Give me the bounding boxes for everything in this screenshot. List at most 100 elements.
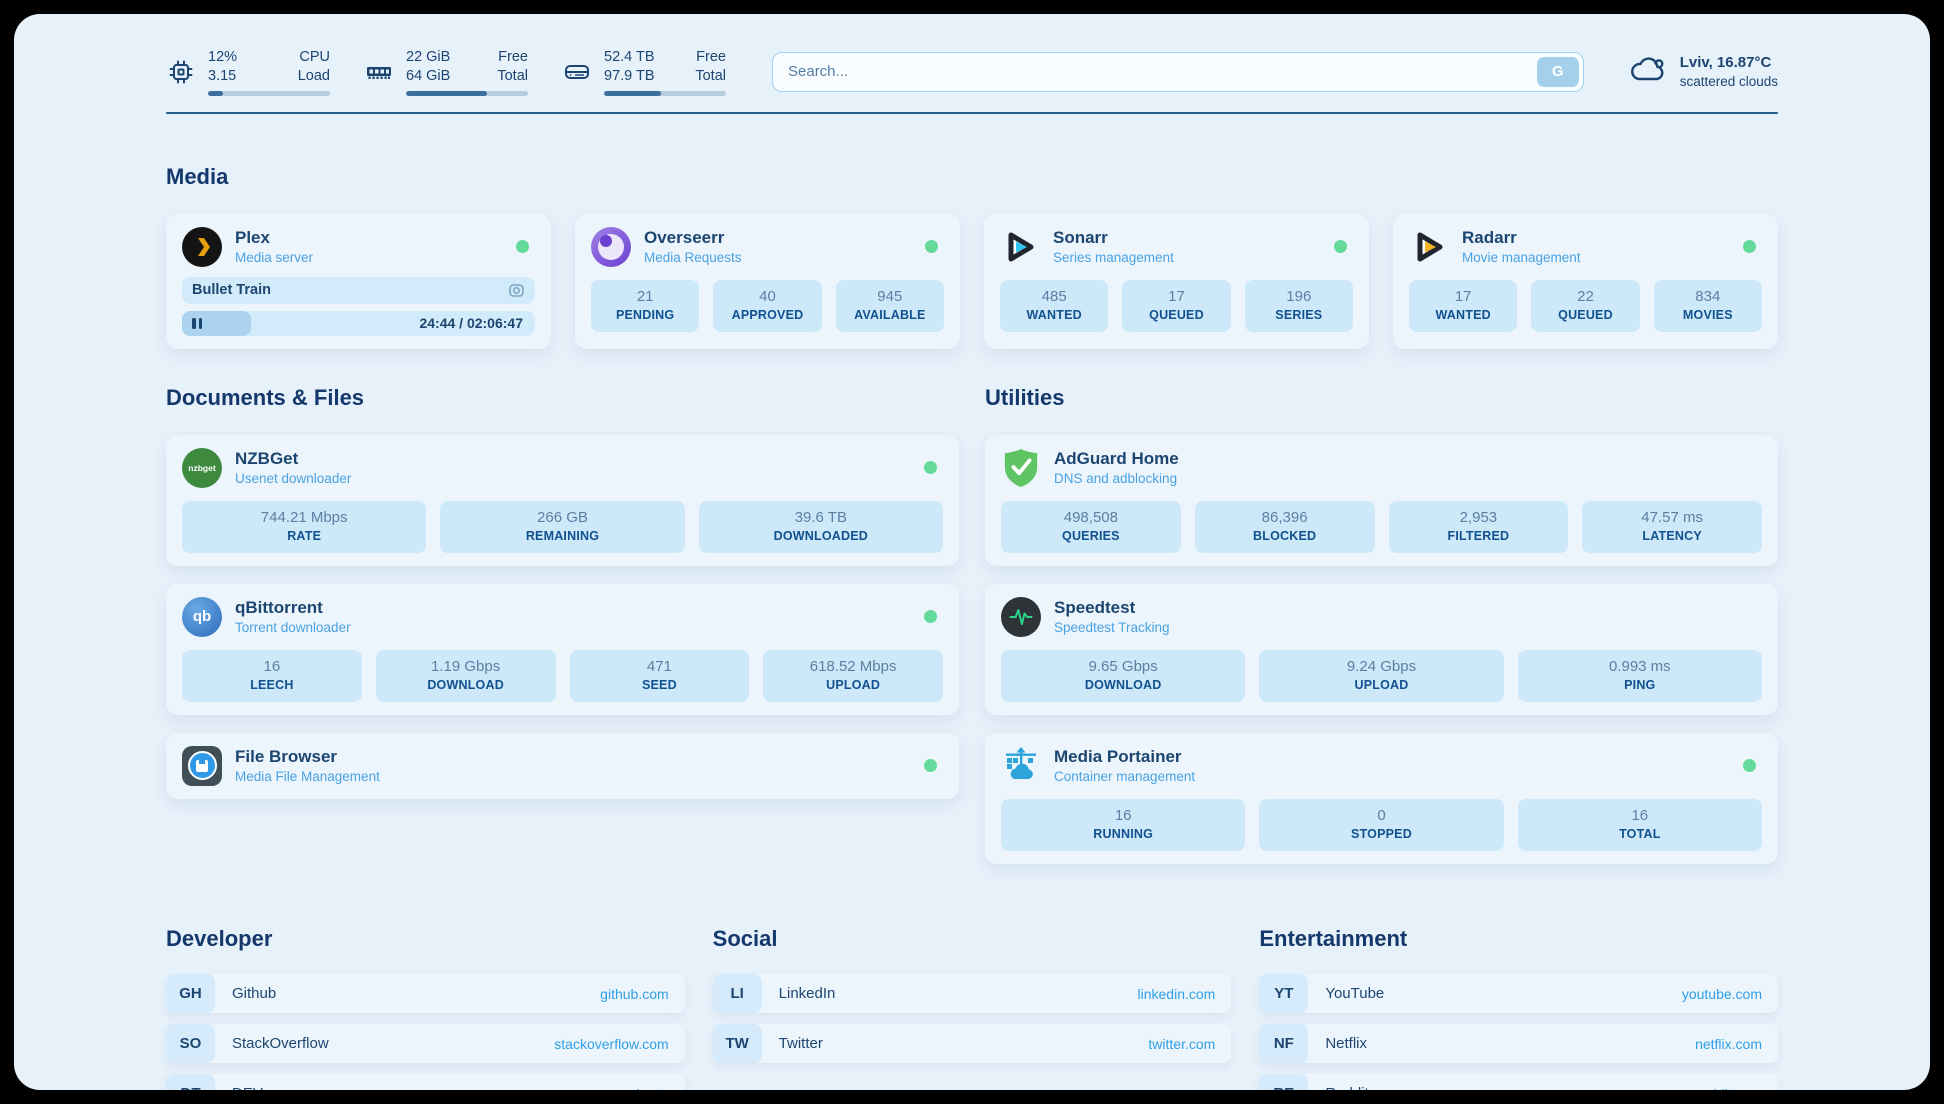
weather-location-temp: Lviv, 16.87°C [1679, 53, 1772, 71]
stat-queued: 17 QUEUED [1122, 279, 1231, 332]
cpu-label: CPU [299, 49, 330, 65]
link-url: stackoverflow.com [554, 1035, 669, 1052]
link-abbr: RE [1259, 1074, 1309, 1090]
link-youtube[interactable]: YT YouTube youtube.com [1259, 974, 1778, 1014]
search-engine-button[interactable]: G [1536, 56, 1579, 87]
stat-download: 1.19 Gbps DOWNLOAD [375, 649, 556, 702]
pause-icon [192, 317, 202, 329]
stat-running: 16 RUNNING [1001, 798, 1246, 852]
app-subtitle: Media Requests [644, 249, 742, 265]
now-playing-title: Bullet Train [192, 282, 271, 299]
app-subtitle: Container management [1054, 769, 1196, 785]
link-linkedin[interactable]: LI LinkedIn linkedin.com [712, 974, 1232, 1014]
filebrowser-icon [182, 745, 222, 786]
link-name: Github [232, 985, 277, 1003]
app-card-nzbget[interactable]: nzbget NZBGet Usenet downloader 744.21 M… [166, 434, 959, 566]
stat-wanted: 485 WANTED [1000, 279, 1109, 332]
playback-progress-bar: 24:44 / 02:06:47 [182, 310, 535, 336]
app-title: Plex [235, 227, 270, 247]
link-url: github.com [600, 985, 669, 1002]
app-title: Media Portainer [1054, 747, 1182, 767]
stat-stopped: 0 STOPPED [1259, 798, 1504, 852]
app-subtitle: Movie management [1462, 249, 1581, 265]
disk-free-label: Free [696, 49, 726, 65]
app-subtitle: Speedtest Tracking [1054, 620, 1170, 636]
camera-icon [508, 282, 525, 299]
disk-free-value: 52.4 TB [604, 49, 655, 65]
section-entertainment: Entertainment YT YouTube youtube.com NF … [1259, 926, 1778, 1090]
stat-downloaded: 39.6 TB DOWNLOADED [698, 500, 943, 553]
weather-widget: Lviv, 16.87°C scattered clouds [1628, 52, 1778, 91]
search-input[interactable] [772, 51, 1584, 92]
app-card-overseerr[interactable]: Overseerr Media Requests 21 PENDING 40 APP… [575, 213, 960, 349]
stat-rate: 744.21 Mbps RATE [182, 500, 427, 553]
section-heading-media: Media [166, 163, 229, 189]
section-heading-developer: Developer [166, 926, 273, 952]
cpu-load-value: 3.15 [208, 67, 237, 84]
app-card-plex[interactable]: Plex Media server Bullet Train [166, 213, 551, 349]
stat-remaining: 266 GB REMAINING [440, 500, 685, 553]
link-url: netflix.com [1695, 1035, 1762, 1052]
stat-filtered: 2,953 FILTERED [1388, 500, 1569, 553]
link-twitter[interactable]: TW Twitter twitter.com [712, 1024, 1232, 1064]
header-divider [166, 111, 1778, 114]
stat-movies: 834 MOVIES [1653, 279, 1762, 332]
disk-total-label: Total [695, 67, 726, 84]
section-social: Social LI LinkedIn linkedin.com TW Twitt… [712, 926, 1232, 1090]
link-abbr: DT [166, 1074, 215, 1090]
cloud-icon [1628, 52, 1668, 91]
stat-pending: 21 PENDING [591, 279, 700, 332]
search-bar: G [772, 51, 1584, 92]
load-label: Load [297, 67, 330, 84]
link-github[interactable]: GH Github github.com [166, 974, 685, 1014]
app-card-radarr[interactable]: Radarr Movie management 17 WANTED 22 QUEUE… [1393, 213, 1778, 349]
stat-seed: 471 SEED [569, 649, 750, 702]
app-card-qbittorrent[interactable]: qb qBittorrent Torrent downloader 16 LEEC… [166, 583, 959, 715]
link-reddit[interactable]: RE Reddit reddit.com [1259, 1074, 1778, 1090]
link-name: Twitter [778, 1035, 823, 1053]
app-subtitle: DNS and adblocking [1054, 470, 1178, 486]
stat-queued: 22 QUEUED [1531, 279, 1640, 332]
app-card-speedtest[interactable]: Speedtest Speedtest Tracking 9.65 Gbps DO… [985, 583, 1778, 715]
plex-icon [182, 226, 222, 267]
ram-total-label: Total [497, 67, 528, 84]
disk-progress-bar [604, 90, 726, 96]
app-title: Radarr [1462, 227, 1517, 247]
ram-progress-bar [406, 90, 528, 96]
section-media: Media Plex Media server [166, 164, 1778, 349]
status-online-dot [516, 240, 529, 254]
link-name: StackOverflow [232, 1035, 329, 1053]
link-dev[interactable]: DT DEV dev.to [166, 1074, 685, 1090]
stat-blocked: 86,396 BLOCKED [1194, 500, 1375, 553]
app-subtitle: Series management [1053, 249, 1174, 265]
stat-latency: 47.57 ms LATENCY [1582, 500, 1762, 553]
link-netflix[interactable]: NF Netflix netflix.com [1259, 1024, 1778, 1064]
app-card-filebrowser[interactable]: File Browser Media File Management [166, 732, 959, 799]
app-card-portainer[interactable]: Media Portainer Container management 16 R… [985, 732, 1778, 865]
link-stackoverflow[interactable]: SO StackOverflow stackoverflow.com [166, 1024, 685, 1064]
link-name: DEV [232, 1085, 263, 1090]
portainer-icon [1001, 746, 1041, 786]
ram-free-value: 22 GiB [406, 49, 451, 65]
system-stats: 12% 3.15 CPU Load [166, 48, 726, 96]
stat-upload: 9.24 Gbps UPLOAD [1259, 649, 1504, 702]
weather-condition: scattered clouds [1679, 73, 1778, 89]
section-heading-entertainment: Entertainment [1259, 926, 1408, 952]
app-card-adguard[interactable]: AdGuard Home DNS and adblocking 498,508 Q… [985, 434, 1778, 566]
link-abbr: GH [166, 974, 215, 1014]
app-subtitle: Torrent downloader [235, 620, 351, 636]
radarr-icon [1409, 227, 1449, 267]
disk-stat: 52.4 TB 97.9 TB Free Total [562, 48, 726, 96]
nzbget-icon: nzbget [182, 447, 222, 488]
link-url: linkedin.com [1137, 985, 1216, 1002]
link-abbr: TW [712, 1024, 762, 1064]
stat-ping: 0.993 ms PING [1517, 649, 1762, 702]
playback-time: 24:44 / 02:06:47 [419, 314, 523, 331]
status-online-dot [1743, 240, 1756, 254]
ram-total-value: 64 GiB [406, 67, 451, 84]
adguard-icon [1001, 448, 1041, 488]
stat-available: 945 AVAILABLE [835, 279, 944, 332]
app-title: File Browser [235, 747, 338, 767]
app-card-sonarr[interactable]: Sonarr Series management 485 WANTED 17 QUE… [984, 213, 1369, 349]
app-title: Speedtest [1054, 597, 1136, 617]
